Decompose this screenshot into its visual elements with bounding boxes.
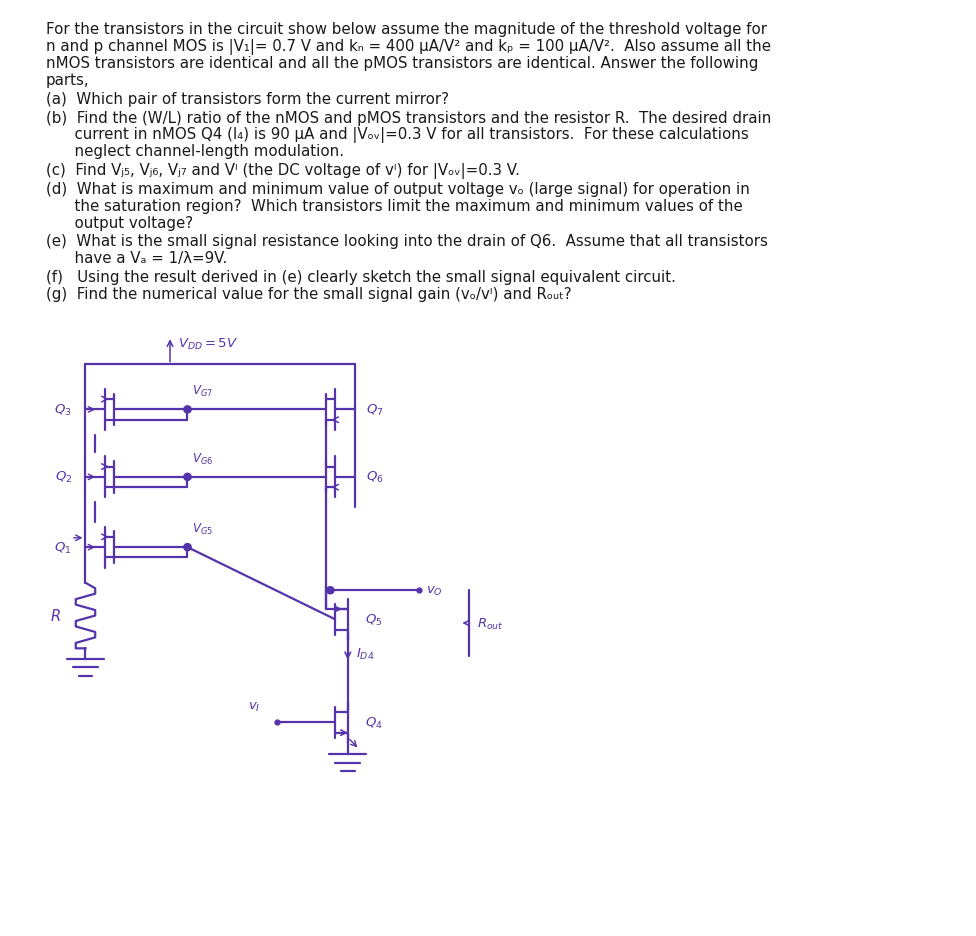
Text: $V_{G5}$: $V_{G5}$ xyxy=(192,521,214,536)
Circle shape xyxy=(183,474,191,481)
Text: $Q_2$: $Q_2$ xyxy=(55,470,72,485)
Text: For the transistors in the circuit show below assume the magnitude of the thresh: For the transistors in the circuit show … xyxy=(46,22,767,37)
Text: current in nMOS Q4 (I₄) is 90 μA and |Vₒᵥ|=0.3 V for all transistors.  For these: current in nMOS Q4 (I₄) is 90 μA and |Vₒ… xyxy=(46,127,749,143)
Text: (b)  Find the (W/L) ratio of the nMOS and pMOS transistors and the resistor R.  : (b) Find the (W/L) ratio of the nMOS and… xyxy=(46,110,771,125)
Text: $Q_1$: $Q_1$ xyxy=(55,540,72,555)
Text: $V_{DD}=5V$: $V_{DD}=5V$ xyxy=(178,337,238,352)
Text: (a)  Which pair of transistors form the current mirror?: (a) Which pair of transistors form the c… xyxy=(46,92,449,107)
Text: R: R xyxy=(51,608,61,623)
Text: output voltage?: output voltage? xyxy=(46,215,193,230)
Circle shape xyxy=(183,544,191,551)
Text: (c)  Find Vⱼ₅, Vⱼ₆, Vⱼ₇ and Vᴵ (the DC voltage of vᴵ) for |Vₒᵥ|=0.3 V.: (c) Find Vⱼ₅, Vⱼ₆, Vⱼ₇ and Vᴵ (the DC vo… xyxy=(46,163,519,179)
Text: (e)  What is the small signal resistance looking into the drain of Q6.  Assume t: (e) What is the small signal resistance … xyxy=(46,234,767,249)
Text: $Q_7$: $Q_7$ xyxy=(366,402,384,417)
Text: (f)   Using the result derived in (e) clearly sketch the small signal equivalent: (f) Using the result derived in (e) clea… xyxy=(46,270,675,285)
Text: $V_{G6}$: $V_{G6}$ xyxy=(192,451,214,466)
Text: $Q_3$: $Q_3$ xyxy=(55,402,72,417)
Text: $v_O$: $v_O$ xyxy=(426,584,442,597)
Text: have a Vₐ = 1/λ=9V.: have a Vₐ = 1/λ=9V. xyxy=(46,251,226,266)
Text: (g)  Find the numerical value for the small signal gain (vₒ/vᴵ) and Rₒᵤₜ?: (g) Find the numerical value for the sma… xyxy=(46,286,571,301)
Text: $V_{G7}$: $V_{G7}$ xyxy=(192,384,214,399)
Circle shape xyxy=(183,406,191,414)
Text: $Q_4$: $Q_4$ xyxy=(365,715,383,730)
Text: $v_I$: $v_I$ xyxy=(248,700,260,713)
Text: $Q_6$: $Q_6$ xyxy=(366,470,384,485)
Text: nMOS transistors are identical and all the pMOS transistors are identical. Answe: nMOS transistors are identical and all t… xyxy=(46,56,758,71)
Text: parts,: parts, xyxy=(46,73,89,88)
Text: (d)  What is maximum and minimum value of output voltage vₒ (large signal) for o: (d) What is maximum and minimum value of… xyxy=(46,182,750,197)
Text: neglect channel-length modulation.: neglect channel-length modulation. xyxy=(46,144,344,159)
Text: $Q_5$: $Q_5$ xyxy=(365,612,383,627)
Text: the saturation region?  Which transistors limit the maximum and minimum values o: the saturation region? Which transistors… xyxy=(46,198,743,213)
Text: $R_{out}$: $R_{out}$ xyxy=(477,616,504,631)
Circle shape xyxy=(327,587,334,594)
Text: n and p channel MOS is |V₁|= 0.7 V and kₙ = 400 μA/V² and kₚ = 100 μA/V².  Also : n and p channel MOS is |V₁|= 0.7 V and k… xyxy=(46,39,771,55)
Text: $I_{D4}$: $I_{D4}$ xyxy=(355,646,374,661)
